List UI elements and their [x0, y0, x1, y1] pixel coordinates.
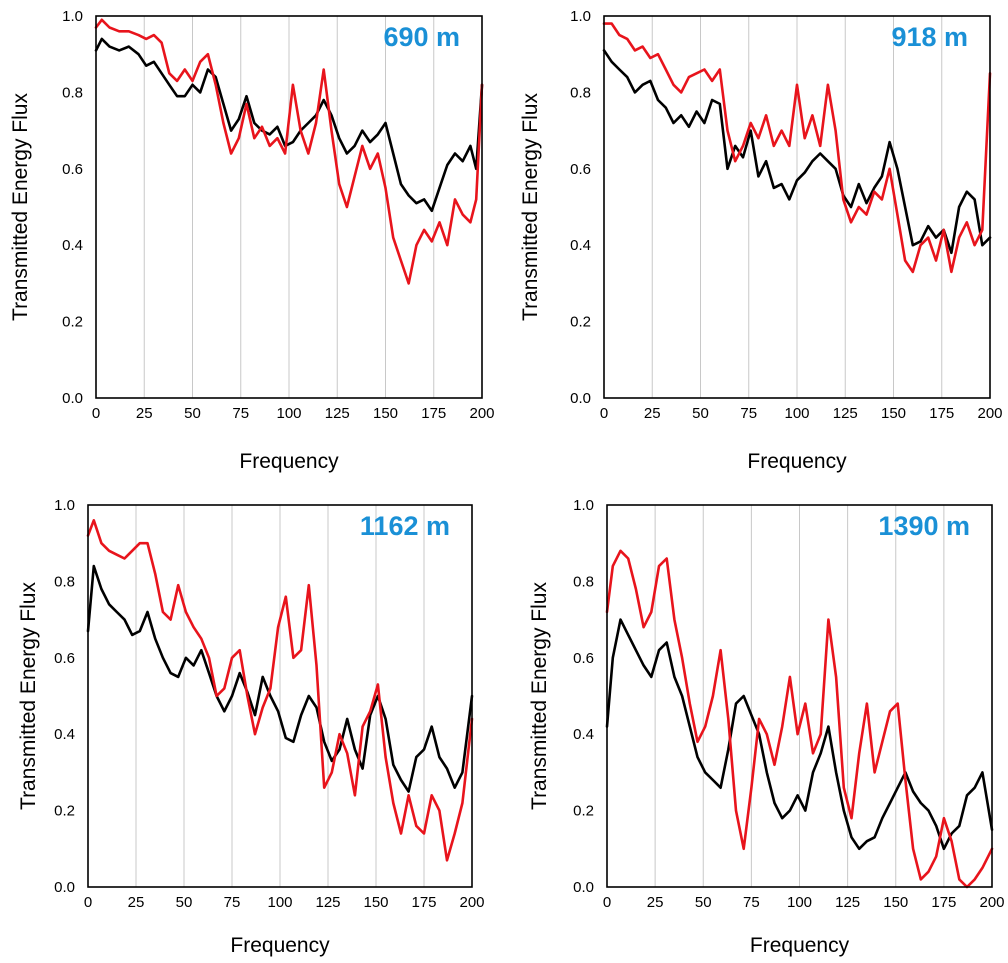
- plot-frame: [606, 504, 993, 888]
- y-tick-label: 1.0: [54, 497, 75, 514]
- y-tick-label: 0.6: [570, 161, 591, 178]
- y-tick-label: 1.0: [570, 8, 591, 25]
- depth-label: 1390 m: [878, 511, 970, 541]
- y-tick-label: 0.2: [570, 314, 591, 331]
- chart-panel-2: 0 25 50 75 100 125 150 175 200 0.0 0.2 0.4 0.6 0.8 1.0…: [519, 8, 1003, 473]
- x-tick-label: 0: [600, 405, 608, 422]
- y-tick-label: 0.4: [573, 726, 594, 743]
- x-tick-label: 100: [267, 894, 292, 911]
- y-tick-label: 1.0: [573, 497, 594, 514]
- x-tick-label: 100: [784, 405, 809, 422]
- y-tick-label: 0.4: [62, 237, 83, 254]
- chart-panel-3: 0 25 50 75 100 125 150 175 200 0.0 0.2 0.4 0.6 0.8 1.0…: [17, 497, 485, 957]
- y-tick-label: 0.8: [62, 84, 83, 101]
- x-tick-label: 25: [128, 894, 145, 911]
- y-tick-label: 0.0: [62, 390, 83, 407]
- y-tick-label: 0.0: [570, 390, 591, 407]
- x-tick-label: 50: [176, 894, 193, 911]
- x-tick-label: 125: [835, 894, 860, 911]
- x-tick-label: 25: [647, 894, 664, 911]
- y-axis-title: Transmitted Energy Flux: [528, 582, 551, 810]
- x-axis-title: Frequency: [230, 934, 330, 957]
- series-line-red: [94, 18, 484, 285]
- y-axis-title: Transmitted Energy Flux: [519, 93, 542, 321]
- y-tick-label: 0.0: [54, 879, 75, 896]
- y-tick-label: 0.8: [54, 573, 75, 590]
- x-tick-label: 200: [977, 405, 1002, 422]
- x-axis-title: Frequency: [747, 450, 847, 473]
- x-tick-label: 75: [232, 405, 249, 422]
- x-tick-label: 125: [833, 405, 858, 422]
- series-line-black: [602, 49, 992, 255]
- x-tick-label: 100: [276, 405, 301, 422]
- depth-label: 1162 m: [360, 511, 450, 541]
- y-tick-label: 0.2: [62, 314, 83, 331]
- x-tick-label: 175: [929, 405, 954, 422]
- x-tick-label: 125: [315, 894, 340, 911]
- x-tick-label: 75: [743, 894, 760, 911]
- depth-label: 918 m: [891, 22, 968, 52]
- x-tick-label: 175: [421, 405, 446, 422]
- y-tick-label: 0.8: [570, 84, 591, 101]
- x-axis-title: Frequency: [239, 450, 339, 473]
- x-tick-label: 150: [363, 894, 388, 911]
- x-tick-label: 50: [695, 894, 712, 911]
- y-axis-title: Transmitted Energy Flux: [9, 93, 32, 321]
- x-tick-label: 200: [469, 405, 494, 422]
- x-tick-label: 150: [881, 405, 906, 422]
- x-tick-label: 75: [740, 405, 757, 422]
- y-tick-label: 1.0: [62, 8, 83, 25]
- x-tick-label: 200: [459, 894, 484, 911]
- series-line-black: [94, 37, 484, 213]
- x-tick-label: 175: [411, 894, 436, 911]
- x-tick-label: 50: [184, 405, 201, 422]
- x-tick-label: 0: [84, 894, 92, 911]
- y-tick-label: 0.2: [573, 803, 594, 820]
- plot-frame: [95, 15, 483, 399]
- x-tick-label: 100: [787, 894, 812, 911]
- series-line-black: [605, 618, 994, 851]
- x-tick-label: 150: [373, 405, 398, 422]
- x-tick-label: 25: [136, 405, 153, 422]
- x-tick-label: 175: [931, 894, 956, 911]
- plot-frame: [603, 15, 991, 399]
- series-line-red: [86, 519, 474, 862]
- y-tick-label: 0.6: [54, 650, 75, 667]
- x-tick-label: 50: [692, 405, 709, 422]
- x-tick-label: 75: [224, 894, 241, 911]
- series-line-red: [605, 549, 994, 889]
- x-axis-title: Frequency: [750, 934, 850, 957]
- y-tick-label: 0.6: [573, 650, 594, 667]
- x-tick-label: 125: [325, 405, 350, 422]
- x-tick-label: 200: [979, 894, 1004, 911]
- x-tick-label: 0: [603, 894, 611, 911]
- y-tick-label: 0.0: [573, 879, 594, 896]
- y-tick-label: 0.8: [573, 573, 594, 590]
- y-tick-label: 0.2: [54, 803, 75, 820]
- series-line-red: [602, 22, 992, 274]
- y-axis-title: Transmitted Energy Flux: [17, 582, 40, 810]
- depth-label: 690 m: [383, 22, 460, 52]
- x-tick-label: 0: [92, 405, 100, 422]
- chart-panel-1: 0 25 50 75 100 125 150 175 200 0.0 0.2 0.4 0.6 0.8 1.0…: [9, 8, 495, 473]
- y-tick-label: 0.4: [570, 237, 591, 254]
- x-tick-label: 25: [644, 405, 661, 422]
- y-tick-label: 0.6: [62, 161, 83, 178]
- series-line-black: [86, 564, 474, 793]
- x-tick-label: 150: [883, 894, 908, 911]
- chart-panel-4: 0 25 50 75 100 125 150 175 200 0.0 0.2 0.4 0.6 0.8 1.0…: [528, 497, 1005, 957]
- y-tick-label: 0.4: [54, 726, 75, 743]
- plot-frame: [87, 504, 473, 888]
